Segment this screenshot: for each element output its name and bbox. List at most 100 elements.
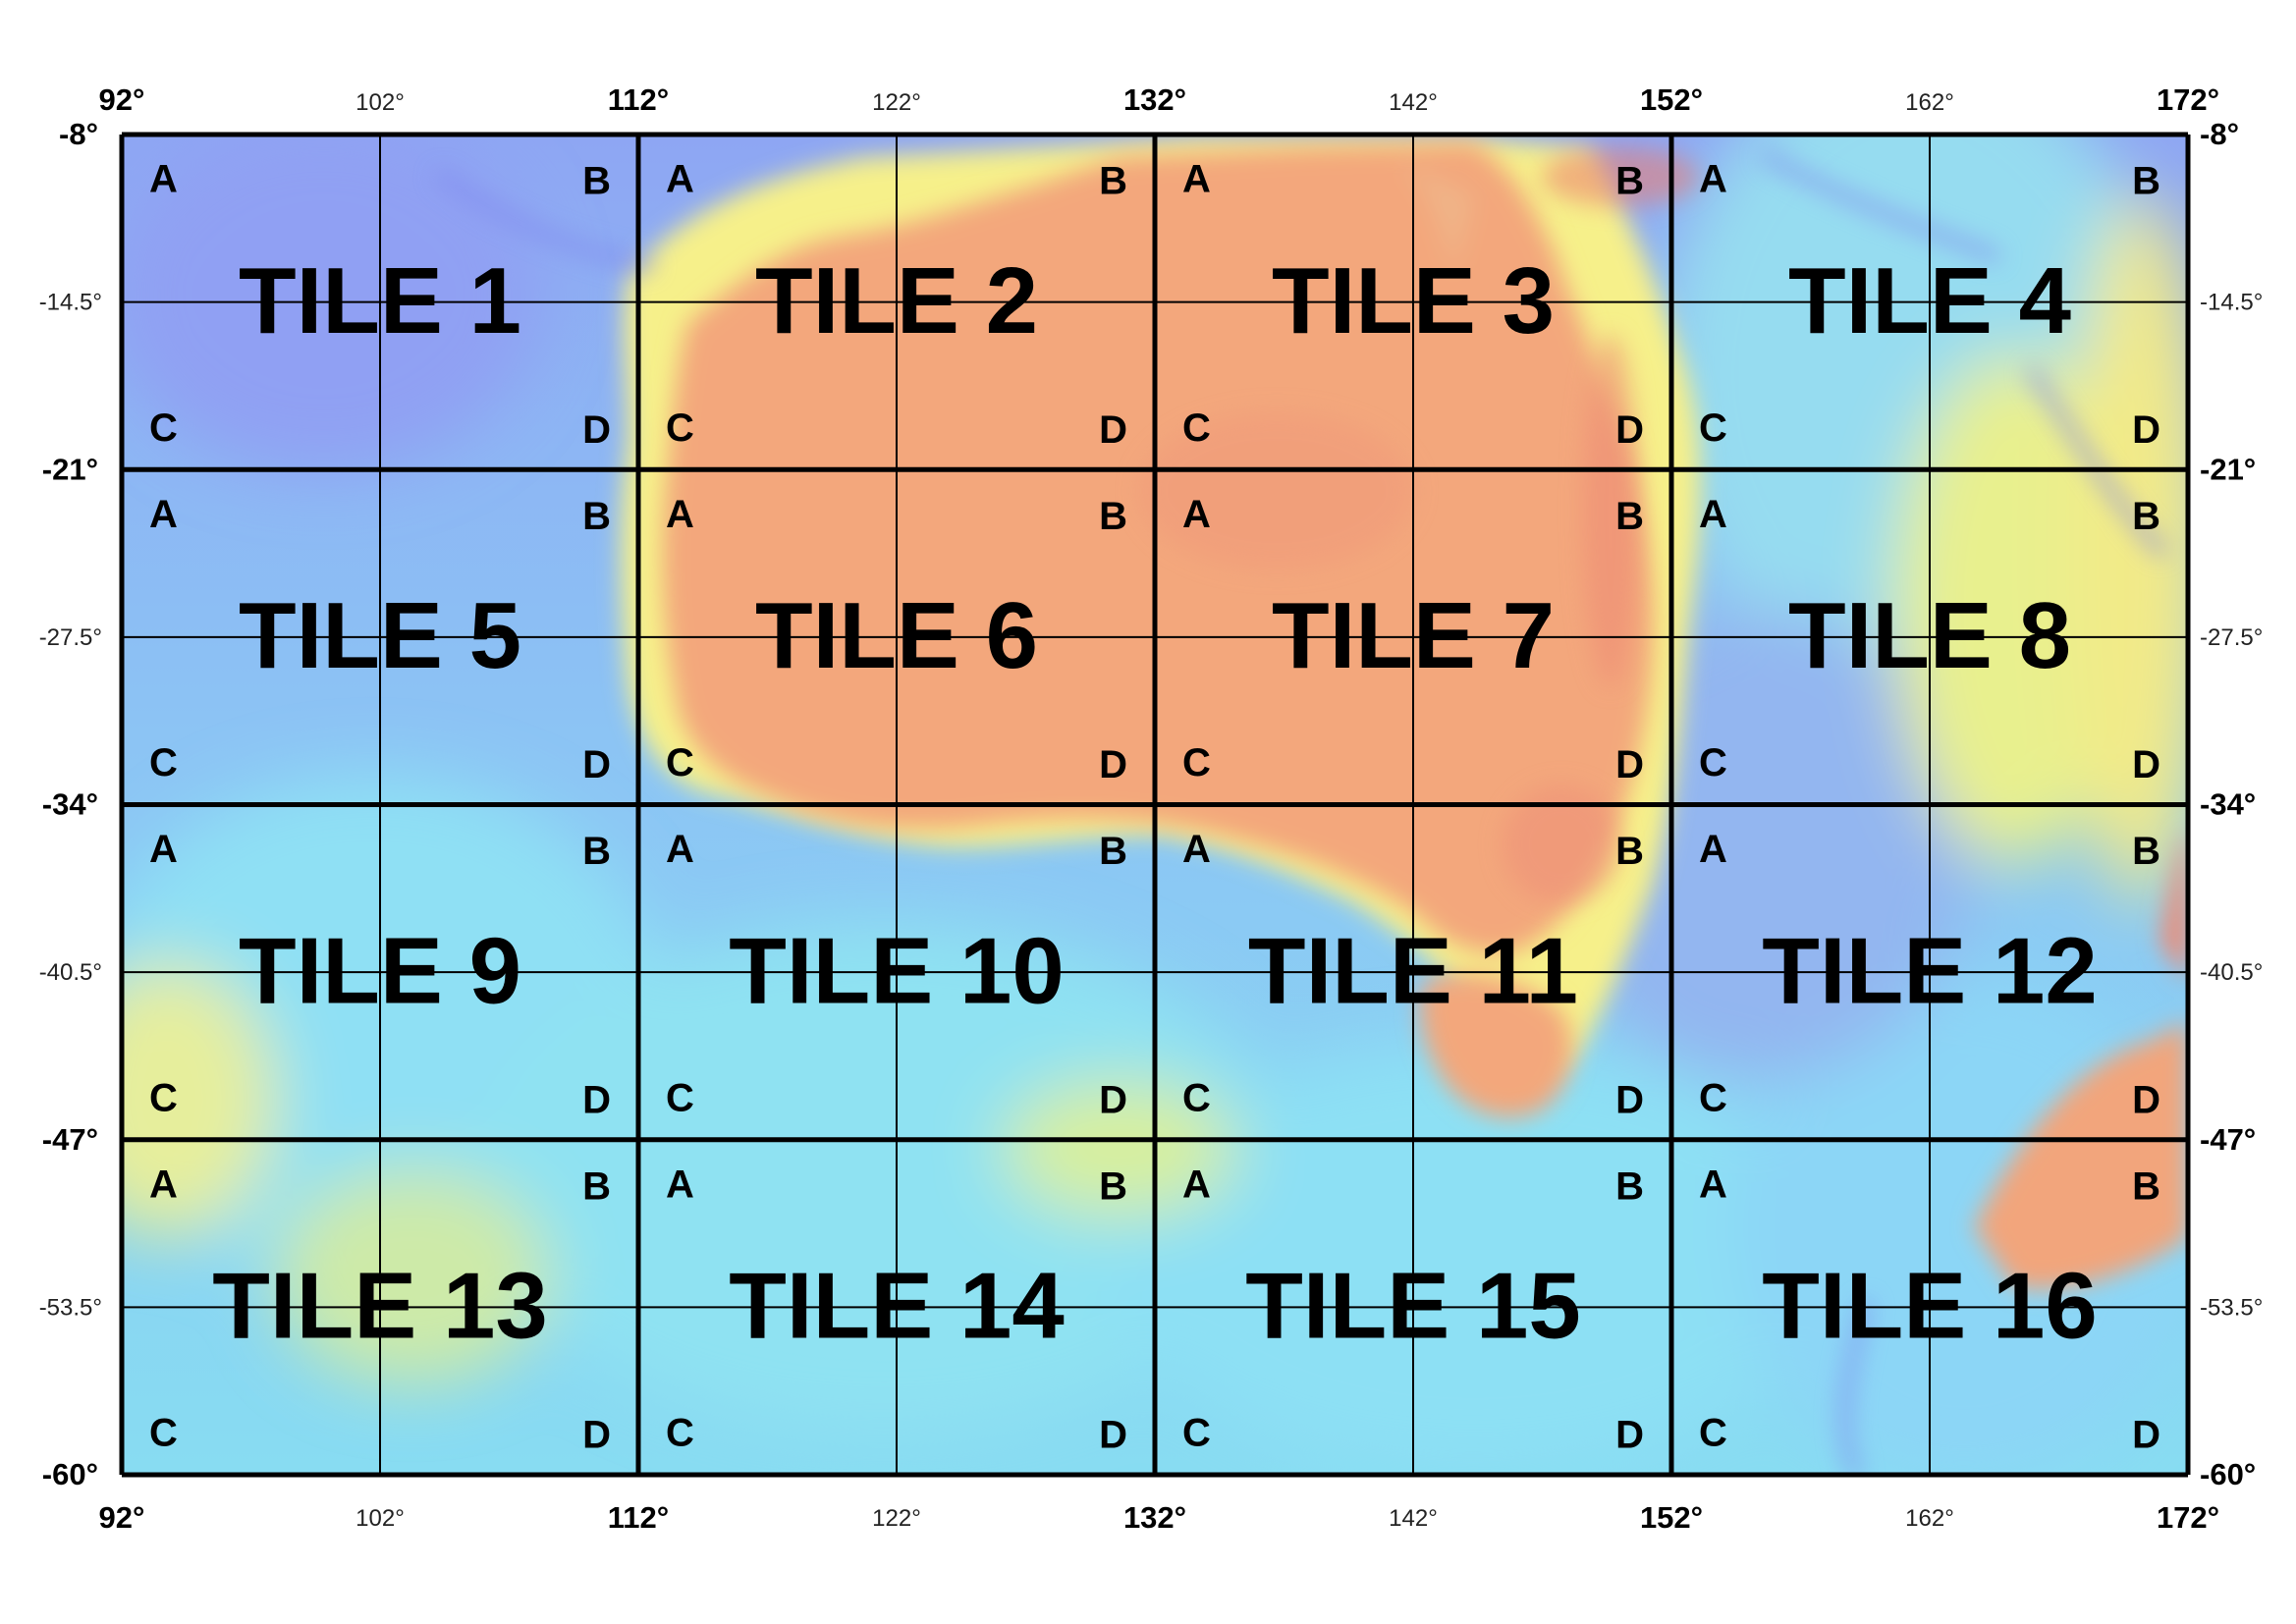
coordinate-labels: 92° 112° 132° 152° 172° 102° 122° 142° 162° 92° 11… bbox=[39, 82, 2264, 1535]
subtile-label-b: B bbox=[2132, 1164, 2160, 1208]
subtile-label-a: A bbox=[666, 1163, 694, 1206]
subtile-label-d: D bbox=[1099, 743, 1127, 786]
subtile-label-c: C bbox=[149, 1076, 178, 1119]
tile-title: TILE 7 bbox=[1272, 583, 1555, 688]
left-lat-label: -60° bbox=[42, 1457, 98, 1491]
tile-title: TILE 3 bbox=[1272, 248, 1555, 353]
subtile-label-a: A bbox=[1182, 828, 1211, 871]
right-lat-minor-label: -53.5° bbox=[2200, 1294, 2263, 1321]
right-lat-label: -34° bbox=[2200, 787, 2256, 822]
tile-6[interactable]: TILE 6 A B C D bbox=[666, 493, 1127, 786]
tile-title: TILE 6 bbox=[755, 583, 1038, 688]
tile-title: TILE 10 bbox=[729, 918, 1064, 1023]
subtile-label-d: D bbox=[582, 743, 611, 786]
tile-title: TILE 16 bbox=[1762, 1254, 2097, 1359]
tile-7[interactable]: TILE 7 A B C D bbox=[1182, 493, 1644, 786]
top-lon-label: 112° bbox=[608, 82, 669, 117]
subtile-label-b: B bbox=[1615, 830, 1644, 873]
top-lon-label: 152° bbox=[1640, 82, 1703, 117]
subtile-label-a: A bbox=[149, 1163, 178, 1206]
subtile-label-b: B bbox=[582, 160, 611, 203]
tile-title: TILE 5 bbox=[239, 583, 521, 688]
tile-11[interactable]: TILE 11 A B C D bbox=[1182, 828, 1644, 1121]
tile-title: TILE 11 bbox=[1248, 918, 1578, 1023]
subtile-label-b: B bbox=[582, 830, 611, 873]
subtile-label-d: D bbox=[582, 1414, 611, 1457]
subtile-label-b: B bbox=[1099, 160, 1127, 203]
subtile-label-d: D bbox=[582, 408, 611, 452]
subtile-label-c: C bbox=[666, 1076, 694, 1119]
subtile-label-c: C bbox=[1699, 1412, 1727, 1455]
subtile-label-a: A bbox=[666, 158, 694, 201]
subtile-label-b: B bbox=[1615, 495, 1644, 538]
tile-title: TILE 12 bbox=[1762, 918, 2097, 1023]
left-lat-minor-label: -14.5° bbox=[39, 290, 102, 316]
subtile-label-b: B bbox=[582, 495, 611, 538]
subtile-label-b: B bbox=[2132, 160, 2160, 203]
tile-3[interactable]: TILE 3 A B C D bbox=[1182, 158, 1644, 452]
left-lat-label: -34° bbox=[42, 787, 98, 822]
tile-title: TILE 9 bbox=[239, 918, 521, 1023]
subtile-label-c: C bbox=[666, 1412, 694, 1455]
subtile-label-a: A bbox=[1699, 828, 1727, 871]
subtile-label-b: B bbox=[2132, 830, 2160, 873]
tile-2[interactable]: TILE 2 A B C D bbox=[666, 158, 1127, 452]
right-lat-minor-label: -14.5° bbox=[2200, 290, 2263, 316]
right-lat-minor-label: -27.5° bbox=[2200, 624, 2263, 651]
left-lat-minor-label: -27.5° bbox=[39, 624, 102, 651]
tile-16[interactable]: TILE 16 A B C D bbox=[1699, 1163, 2160, 1456]
top-lon-minor-label: 162° bbox=[1905, 89, 1954, 116]
tile-title: TILE 2 bbox=[755, 248, 1038, 353]
subtile-label-a: A bbox=[1182, 1163, 1211, 1206]
subtile-label-a: A bbox=[149, 493, 178, 536]
subtile-label-c: C bbox=[1182, 1076, 1211, 1119]
tile-15[interactable]: TILE 15 A B C D bbox=[1182, 1163, 1644, 1456]
subtile-label-c: C bbox=[1699, 1076, 1727, 1119]
tile-1[interactable]: TILE 1 A B C D bbox=[149, 158, 611, 452]
subtile-label-a: A bbox=[149, 158, 178, 201]
top-lon-label: 92° bbox=[99, 82, 145, 117]
tile-4[interactable]: TILE 4 A B C D bbox=[1699, 158, 2160, 452]
subtile-label-d: D bbox=[2132, 1414, 2160, 1457]
tile-boundaries bbox=[119, 132, 2191, 1478]
tile-9[interactable]: TILE 9 A B C D bbox=[149, 828, 611, 1121]
bottom-lon-minor-label: 162° bbox=[1905, 1505, 1954, 1532]
tile-5[interactable]: TILE 5 A B C D bbox=[149, 493, 611, 786]
top-lon-minor-label: 142° bbox=[1389, 89, 1438, 116]
tile-title: TILE 1 bbox=[239, 248, 521, 353]
tile-10[interactable]: TILE 10 A B C D bbox=[666, 828, 1127, 1121]
subtile-label-a: A bbox=[1699, 1163, 1727, 1206]
subtile-label-a: A bbox=[149, 828, 178, 871]
top-lon-minor-label: 102° bbox=[355, 89, 405, 116]
tile-title: TILE 13 bbox=[212, 1254, 547, 1359]
subtile-label-a: A bbox=[1182, 158, 1211, 201]
right-lat-label: -21° bbox=[2200, 452, 2256, 486]
subtile-label-b: B bbox=[1615, 1164, 1644, 1208]
right-lat-label: -47° bbox=[2200, 1122, 2256, 1157]
subtile-label-d: D bbox=[1615, 1414, 1644, 1457]
bottom-lon-label: 152° bbox=[1640, 1500, 1703, 1535]
right-lat-label: -8° bbox=[2200, 117, 2239, 151]
bottom-lon-label: 172° bbox=[2157, 1500, 2219, 1535]
left-lat-minor-label: -53.5° bbox=[39, 1294, 102, 1321]
subtile-label-b: B bbox=[1615, 160, 1644, 203]
subtile-label-d: D bbox=[1615, 1078, 1644, 1121]
tile-13[interactable]: TILE 13 A B C D bbox=[149, 1163, 611, 1456]
bottom-lon-label: 112° bbox=[608, 1500, 669, 1535]
subtile-label-d: D bbox=[1099, 408, 1127, 452]
tile-12[interactable]: TILE 12 A B C D bbox=[1699, 828, 2160, 1121]
subtile-label-d: D bbox=[2132, 1078, 2160, 1121]
tile-title: TILE 15 bbox=[1245, 1254, 1580, 1359]
subtile-label-c: C bbox=[1699, 741, 1727, 785]
tile-title: TILE 8 bbox=[1788, 583, 2071, 688]
subtile-label-a: A bbox=[666, 493, 694, 536]
tile-8[interactable]: TILE 8 A B C D bbox=[1699, 493, 2160, 786]
left-lat-label: -8° bbox=[59, 117, 98, 151]
tile-14[interactable]: TILE 14 A B C D bbox=[666, 1163, 1127, 1456]
subtile-label-c: C bbox=[149, 1412, 178, 1455]
subtile-label-c: C bbox=[1699, 406, 1727, 450]
left-lat-label: -47° bbox=[42, 1122, 98, 1157]
subtile-label-d: D bbox=[1099, 1078, 1127, 1121]
subtile-label-c: C bbox=[149, 406, 178, 450]
